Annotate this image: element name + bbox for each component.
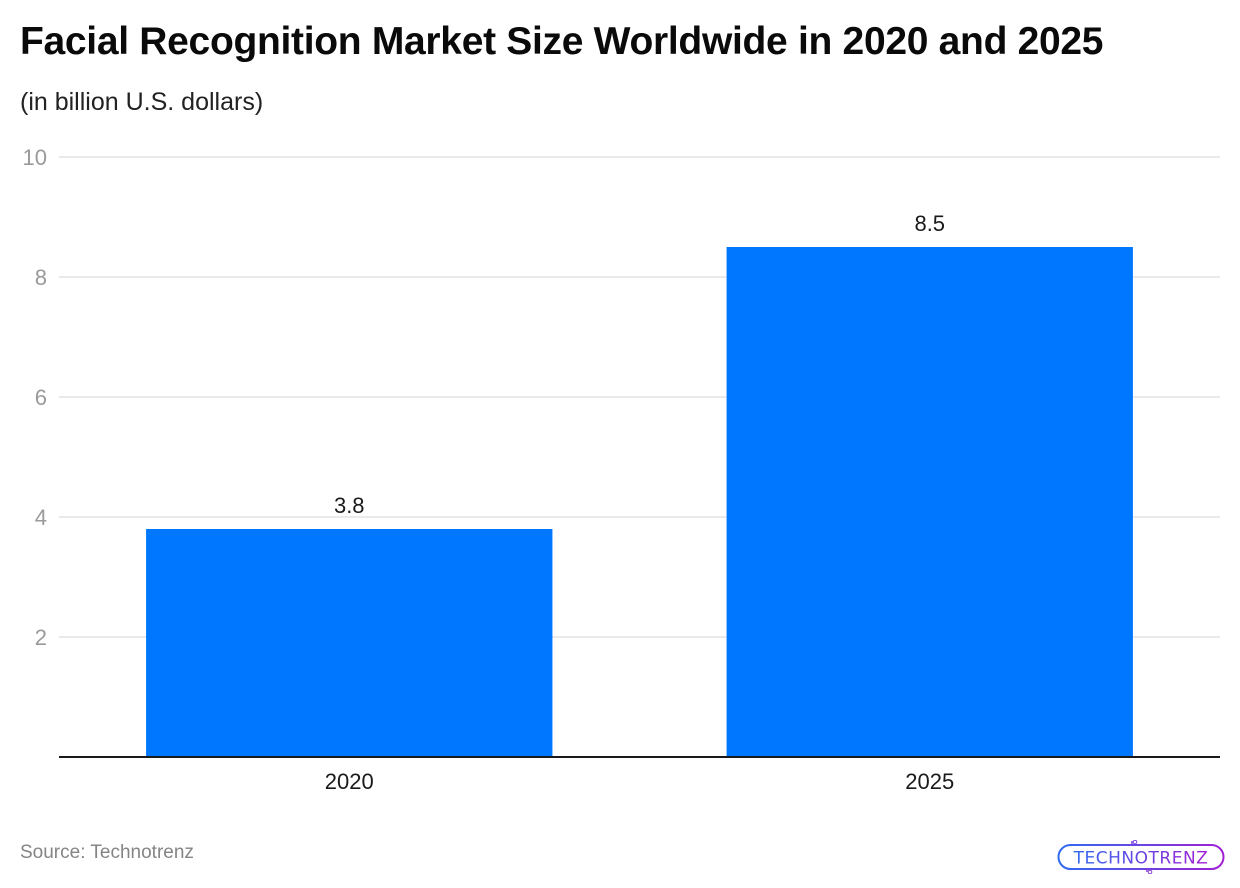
x-tick-label: 2025 (905, 769, 954, 794)
y-tick-label: 2 (35, 625, 47, 650)
data-label: 8.5 (914, 211, 945, 236)
y-tick-label: 6 (35, 385, 47, 410)
logo-border (1057, 844, 1225, 870)
source-note: Source: Technotrenz (20, 842, 194, 863)
y-tick-label: 4 (35, 505, 47, 530)
chart-subtitle: (in billion U.S. dollars) (20, 88, 264, 116)
logo-text: TECHNOTRENZ (1073, 849, 1209, 869)
x-axis-ticks: 2020 2025 (325, 769, 954, 794)
y-axis-ticks: 2 4 6 8 10 (23, 145, 47, 650)
y-tick-label: 10 (23, 145, 47, 170)
bars (146, 247, 1133, 757)
bar (726, 247, 1133, 757)
x-tick-label: 2020 (325, 769, 374, 794)
y-tick-label: 8 (35, 265, 47, 290)
chart-title: Facial Recognition Market Size Worldwide… (20, 20, 1104, 63)
data-label: 3.8 (334, 493, 365, 518)
technotrenz-logo: TECHNOTRENZ (1057, 840, 1225, 874)
bar-chart: 2 4 6 8 10 3.8 8.5 2020 2025 (23, 145, 1220, 794)
data-labels: 3.8 8.5 (334, 211, 945, 518)
bar (146, 529, 553, 757)
